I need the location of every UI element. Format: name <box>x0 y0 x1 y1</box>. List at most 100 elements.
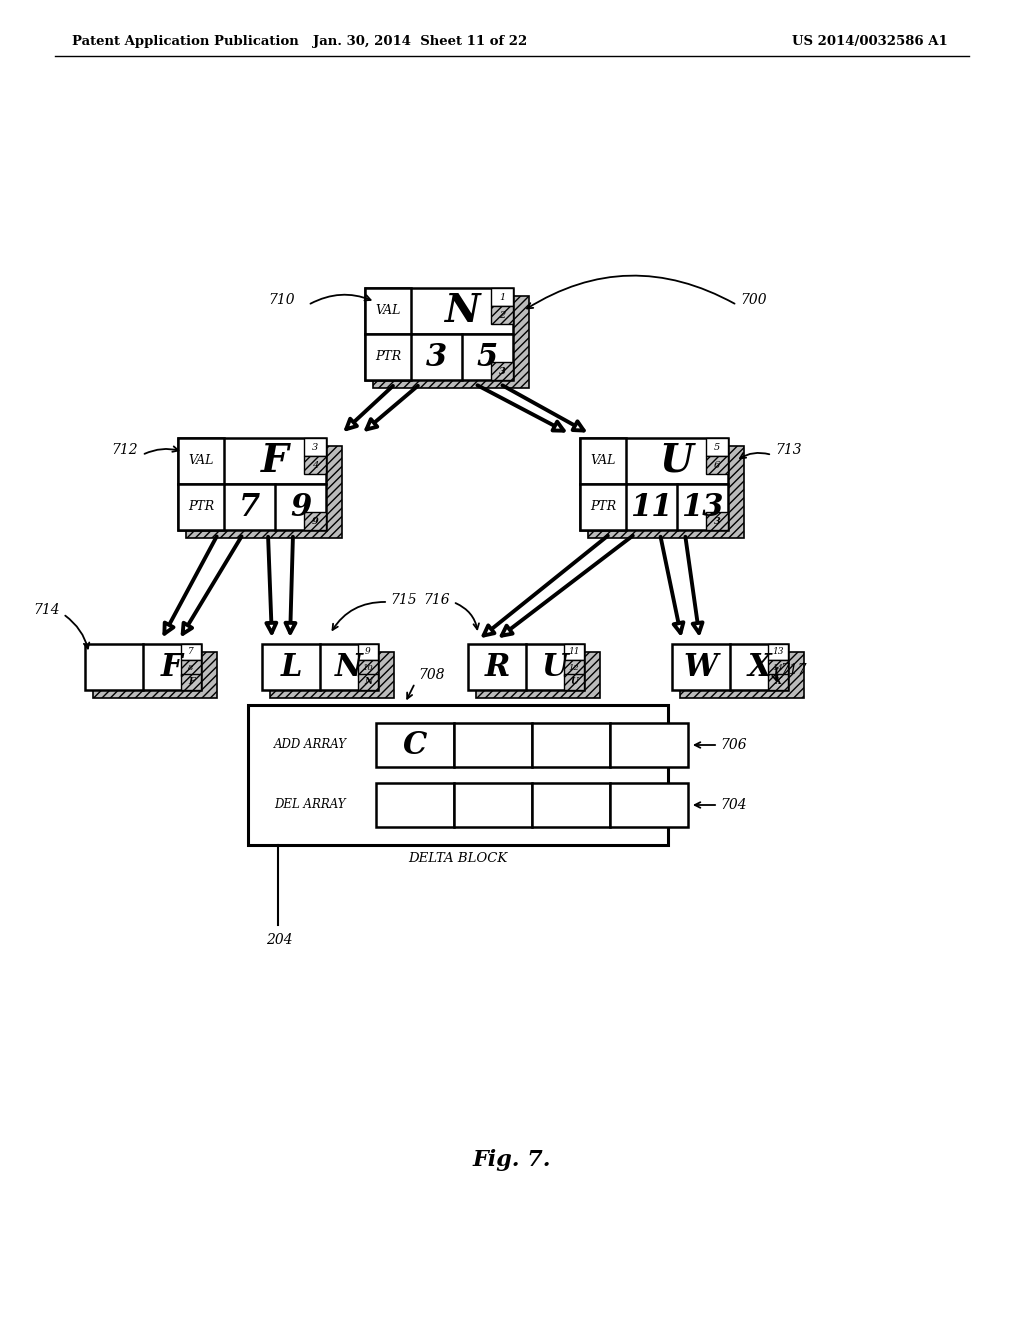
Text: 14: 14 <box>773 664 783 672</box>
Bar <box>564 660 584 676</box>
Text: N: N <box>444 292 480 330</box>
Bar <box>186 446 342 539</box>
Text: VAL: VAL <box>376 305 400 318</box>
Text: R: R <box>484 652 510 682</box>
Bar <box>672 644 788 690</box>
Bar <box>248 705 668 845</box>
Bar <box>304 438 326 455</box>
Bar <box>93 652 217 698</box>
Bar <box>564 675 584 690</box>
Text: 717: 717 <box>780 663 807 677</box>
Text: PTR: PTR <box>375 351 401 363</box>
Text: 2: 2 <box>499 310 505 319</box>
Bar <box>580 484 626 531</box>
Text: 3: 3 <box>426 342 447 372</box>
Text: 706: 706 <box>720 738 746 752</box>
Bar <box>706 455 728 474</box>
Bar <box>588 446 744 539</box>
Text: U: U <box>660 442 694 480</box>
Bar <box>365 288 411 334</box>
Text: DELTA BLOCK: DELTA BLOCK <box>409 853 508 866</box>
Bar <box>304 455 326 474</box>
Text: DEL ARRAY: DEL ARRAY <box>274 799 346 812</box>
Text: C: C <box>402 730 427 760</box>
Bar <box>706 512 728 531</box>
Text: 10: 10 <box>362 664 374 672</box>
Text: 7: 7 <box>188 648 194 656</box>
Text: ADD ARRAY: ADD ARRAY <box>273 738 346 751</box>
Text: Patent Application Publication: Patent Application Publication <box>72 36 299 49</box>
Bar <box>304 512 326 531</box>
Text: 8: 8 <box>188 664 194 672</box>
Text: 4: 4 <box>312 461 318 470</box>
Text: 712: 712 <box>112 444 138 457</box>
Text: 716: 716 <box>423 593 450 607</box>
Text: N: N <box>335 652 362 682</box>
Bar <box>262 644 378 690</box>
Text: F: F <box>161 652 183 682</box>
Bar <box>365 334 411 380</box>
Bar <box>178 484 224 531</box>
Bar <box>181 675 201 690</box>
Text: U: U <box>542 652 568 682</box>
Text: 3: 3 <box>714 516 720 525</box>
Text: L: L <box>281 652 302 682</box>
Text: 5: 5 <box>714 442 720 451</box>
Text: X: X <box>774 677 781 686</box>
Text: 13: 13 <box>681 491 724 523</box>
Bar <box>580 438 626 484</box>
Text: 6: 6 <box>714 461 720 470</box>
Bar <box>376 783 454 828</box>
Bar <box>768 660 788 676</box>
Bar <box>490 288 513 306</box>
Bar <box>610 723 688 767</box>
Text: 9: 9 <box>366 648 371 656</box>
Bar <box>454 783 532 828</box>
Text: 9: 9 <box>311 516 318 525</box>
Bar <box>365 288 513 334</box>
Text: 5: 5 <box>477 342 498 372</box>
Bar <box>454 723 532 767</box>
Text: F: F <box>261 442 289 480</box>
Bar <box>532 723 610 767</box>
Text: VAL: VAL <box>590 454 615 467</box>
Text: 204: 204 <box>266 933 293 946</box>
Bar <box>468 644 584 690</box>
Bar <box>85 644 201 690</box>
Text: 3: 3 <box>312 442 318 451</box>
Bar <box>358 644 378 660</box>
Bar <box>181 644 201 660</box>
Text: Fig. 7.: Fig. 7. <box>473 1148 551 1171</box>
Bar <box>564 644 584 660</box>
Text: Jan. 30, 2014  Sheet 11 of 22: Jan. 30, 2014 Sheet 11 of 22 <box>313 36 527 49</box>
Bar <box>358 660 378 676</box>
Text: 7: 7 <box>239 491 260 523</box>
Text: X: X <box>748 652 771 682</box>
Bar <box>178 438 224 484</box>
Text: PTR: PTR <box>188 500 214 513</box>
Text: 700: 700 <box>740 293 767 308</box>
Text: U: U <box>570 677 578 686</box>
Text: 714: 714 <box>34 603 60 616</box>
Text: PTR: PTR <box>590 500 616 513</box>
Bar <box>580 484 728 531</box>
Bar <box>178 438 326 484</box>
Text: 704: 704 <box>720 799 746 812</box>
Text: 11: 11 <box>568 648 580 656</box>
Text: 708: 708 <box>418 668 444 682</box>
Text: 13: 13 <box>772 648 783 656</box>
Bar <box>580 438 728 484</box>
Text: 12: 12 <box>568 664 580 672</box>
Text: VAL: VAL <box>188 454 214 467</box>
Bar <box>476 652 600 698</box>
Bar <box>706 438 728 455</box>
Text: 3: 3 <box>499 367 506 375</box>
Bar <box>365 334 513 380</box>
Bar <box>490 362 513 380</box>
Bar <box>270 652 394 698</box>
Bar <box>178 484 326 531</box>
Text: US 2014/0032586 A1: US 2014/0032586 A1 <box>793 36 948 49</box>
Bar <box>768 644 788 660</box>
Text: 710: 710 <box>268 293 295 308</box>
Bar <box>358 675 378 690</box>
